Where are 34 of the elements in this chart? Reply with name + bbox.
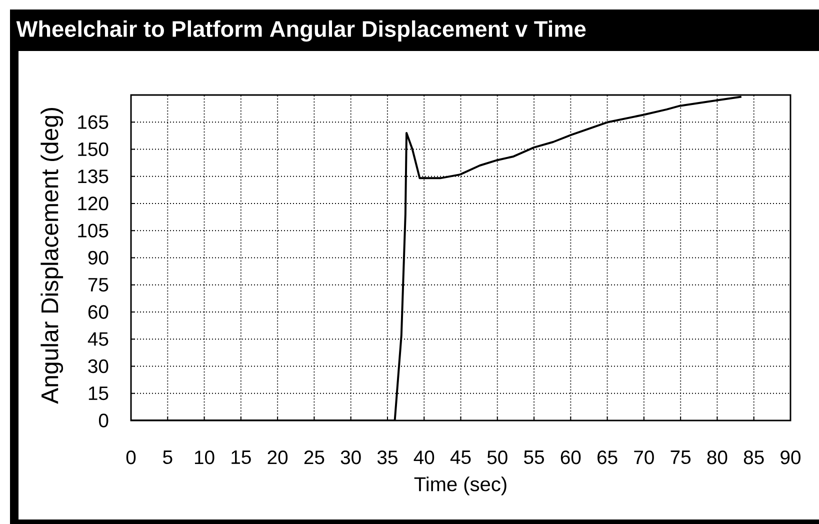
y-tick-label: 165 [78, 115, 108, 129]
y-tick-label: 30 [88, 359, 108, 374]
y-tick-label: 135 [78, 170, 108, 184]
x-tick-label: 75 [670, 450, 691, 464]
x-tick-label: 70 [634, 450, 654, 464]
chart-title: Wheelchair to Platform Angular Displacement v Time [16, 20, 586, 42]
y-tick-label: 75 [88, 278, 108, 292]
x-tick-label: 45 [450, 450, 471, 464]
x-tick-label: 30 [340, 450, 361, 464]
x-tick-label: 50 [487, 450, 508, 464]
x-tick-label: 90 [780, 450, 800, 464]
y-tick-label: 45 [88, 332, 108, 346]
y-tick-label: 150 [78, 142, 108, 156]
y-tick-label: 120 [78, 196, 108, 210]
x-axis-title: Time (sec) [414, 476, 506, 496]
x-tick-label: 55 [524, 450, 544, 464]
x-tick-label: 0 [126, 450, 136, 464]
x-tick-label: 15 [232, 450, 251, 464]
x-tick-label: 10 [194, 450, 214, 464]
x-tick-label: 20 [268, 450, 288, 464]
x-tick-label: 25 [304, 450, 324, 464]
x-tick-label: 65 [598, 450, 618, 464]
x-tick-label: 35 [377, 450, 398, 464]
x-tick-label: 5 [163, 450, 172, 464]
y-tick-label: 105 [78, 224, 108, 238]
x-tick-label: 80 [707, 450, 728, 464]
y-tick-label: 60 [88, 305, 108, 319]
x-tick-label: 40 [414, 450, 434, 464]
y-tick-label: 15 [88, 386, 108, 400]
x-tick-label: 85 [744, 450, 764, 464]
y-tick-label: 0 [98, 414, 108, 428]
x-tick-label: 60 [560, 450, 581, 464]
y-axis-title: Angular Displacement (deg) [40, 108, 64, 404]
y-tick-label: 90 [88, 250, 108, 265]
